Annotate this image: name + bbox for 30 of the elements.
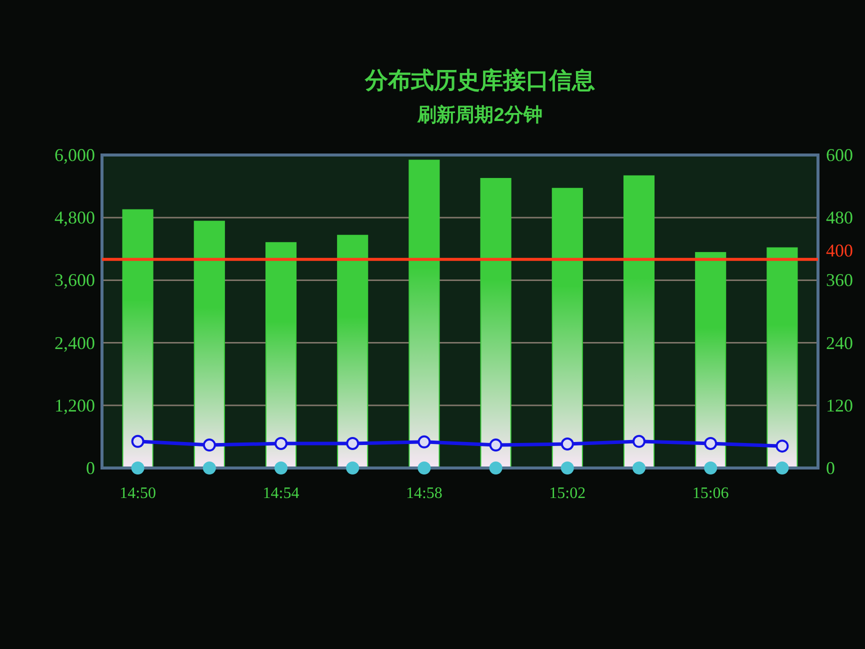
chart-title: 分布式历史库接口信息 bbox=[364, 67, 595, 93]
chart-subtitle: 刷新周期2分钟 bbox=[416, 104, 542, 126]
bar bbox=[695, 252, 726, 468]
bar bbox=[122, 209, 154, 468]
y-tick-label: 4,800 bbox=[54, 208, 95, 228]
y-tick-label: 0 bbox=[86, 458, 95, 478]
y2-tick-label: 600 bbox=[826, 145, 853, 165]
bar bbox=[480, 178, 512, 468]
x-tick-label: 15:06 bbox=[692, 485, 729, 502]
x-tick-label: 14:50 bbox=[120, 485, 156, 502]
y2-tick-label: 240 bbox=[826, 332, 853, 353]
bar bbox=[194, 220, 225, 468]
bar bbox=[408, 160, 440, 468]
y-tick-label: 2,400 bbox=[54, 332, 95, 353]
y2-tick-label: 360 bbox=[826, 270, 853, 290]
x-tick-label: 14:58 bbox=[406, 485, 442, 502]
bar bbox=[552, 188, 583, 468]
y2-tick-label: 480 bbox=[826, 208, 853, 228]
bar bbox=[265, 242, 297, 468]
y-tick-label: 1,200 bbox=[54, 395, 95, 416]
y-tick-label: 3,600 bbox=[54, 270, 95, 290]
y2-tick-label: 0 bbox=[826, 458, 835, 478]
x-tick-label: 15:02 bbox=[549, 485, 586, 502]
bar bbox=[337, 234, 368, 468]
x-tick-label: 14:54 bbox=[262, 485, 300, 502]
bar bbox=[766, 247, 798, 468]
ref-line-label: 400 bbox=[826, 240, 853, 260]
bar bbox=[623, 175, 655, 468]
y-tick-label: 6,000 bbox=[54, 145, 95, 165]
y2-tick-label: 120 bbox=[826, 395, 853, 416]
